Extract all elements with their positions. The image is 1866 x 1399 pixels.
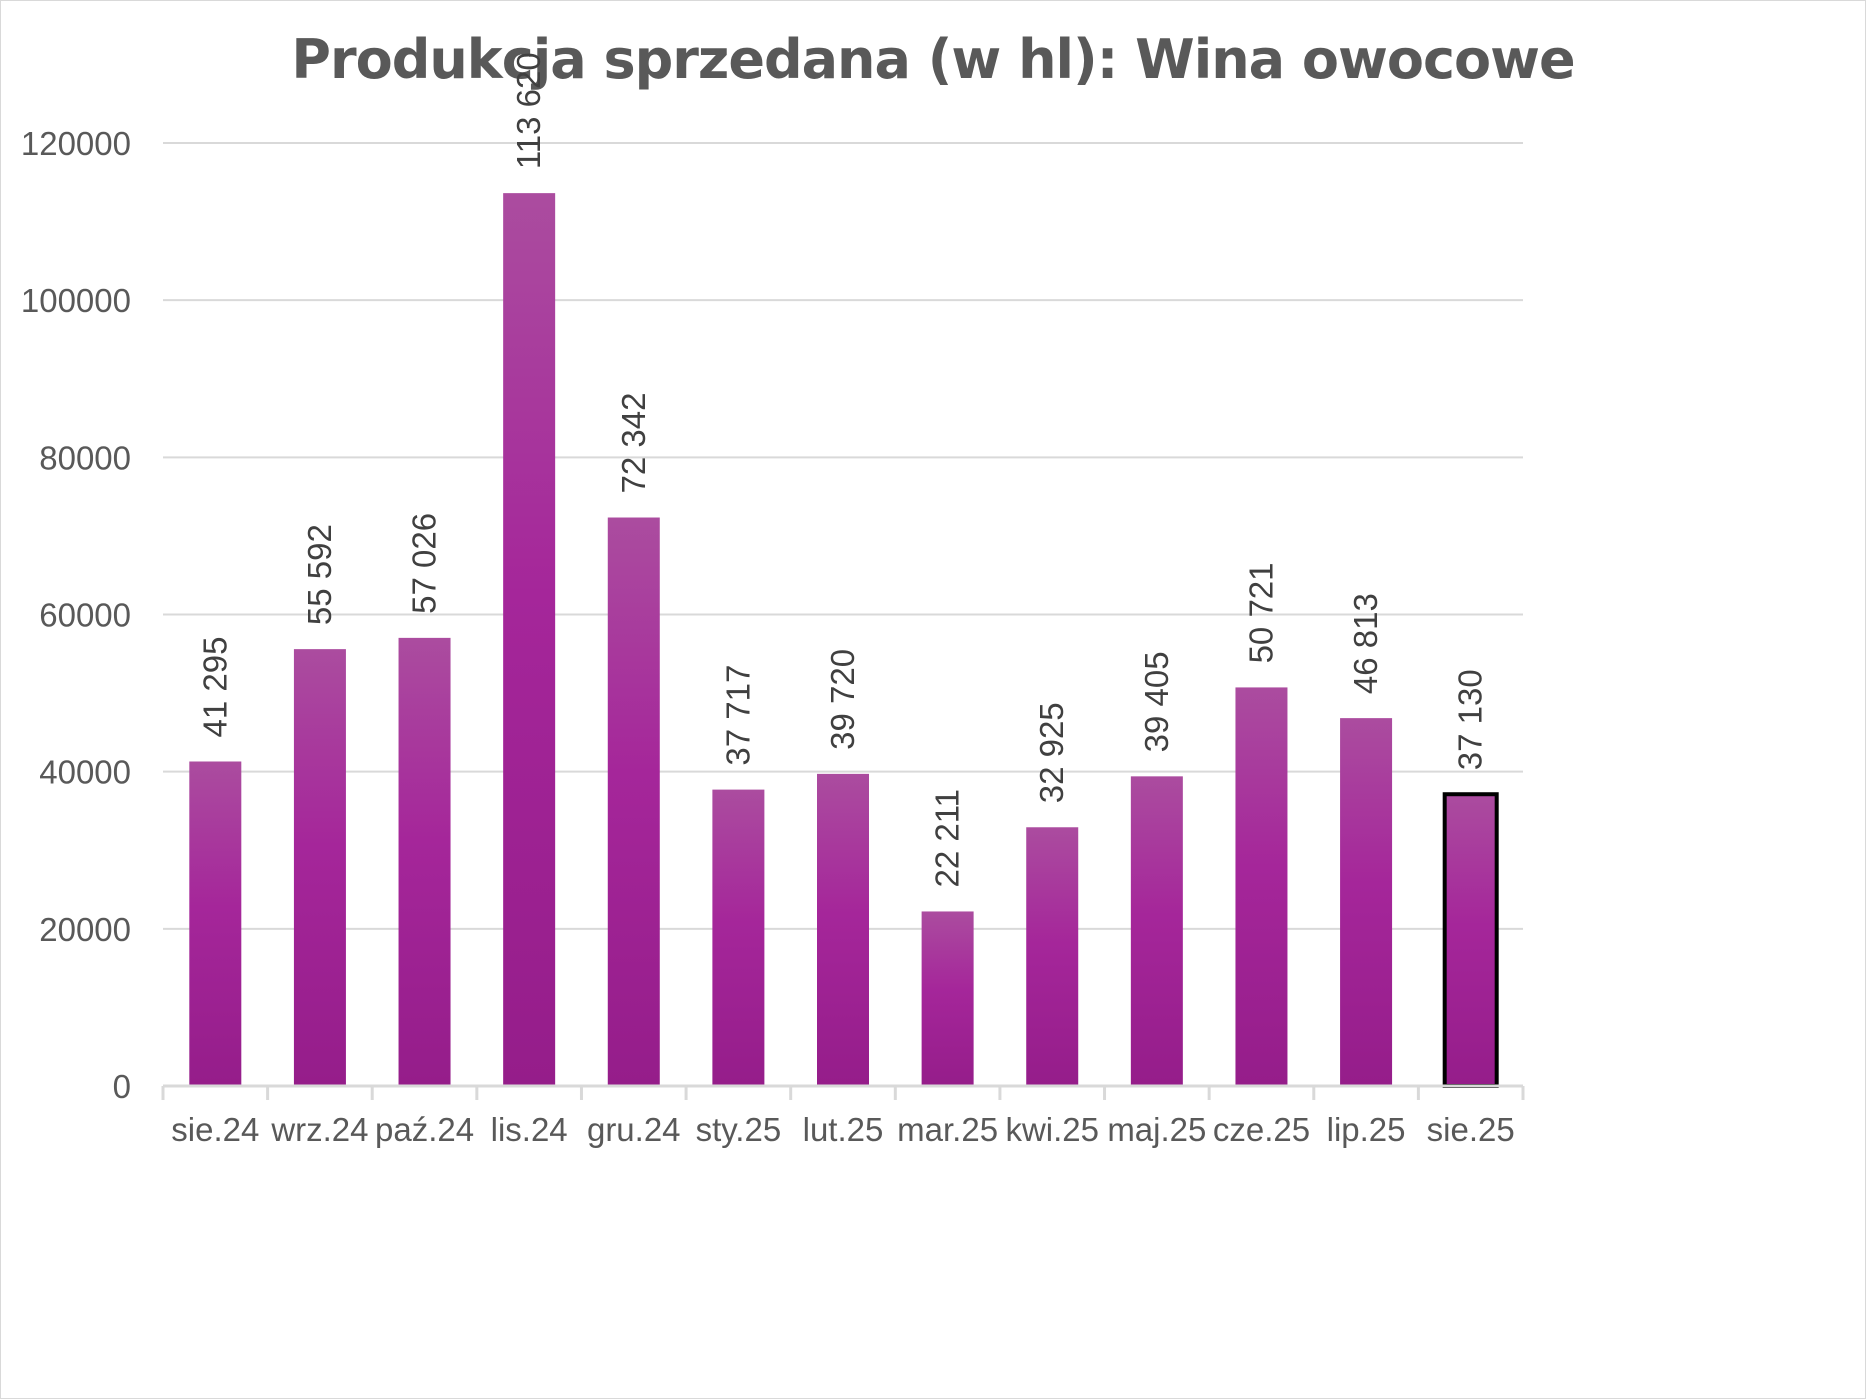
- bar-sie.25: [1442, 792, 1499, 1088]
- y-tick-label: 40000: [39, 754, 131, 791]
- data-label: 41 295: [196, 637, 233, 738]
- chart-title: Produkcja sprzedana (w hl): Wina owocowe: [291, 28, 1575, 91]
- y-tick-label: 100000: [21, 282, 131, 319]
- x-axis: sie.24 wrz.24 paź.24 lis.24 gru.24 sty.25 lut.…: [161, 1084, 1525, 1148]
- x-tick-label: paź.24: [375, 1111, 474, 1148]
- data-label: 55 592: [301, 524, 338, 625]
- x-tick-label: sie.25: [1427, 1111, 1515, 1148]
- data-label: 57 026: [406, 513, 443, 614]
- bar-kwi.25: [1026, 827, 1079, 1086]
- bar-wrz.24: [293, 649, 346, 1086]
- x-tick-label: sty.25: [696, 1111, 782, 1148]
- y-tick-label: 80000: [39, 439, 131, 476]
- x-tick-label: kwi.25: [1005, 1111, 1099, 1148]
- bar-paź.24: [398, 637, 451, 1086]
- bar-lip.25: [1340, 718, 1393, 1086]
- data-label: 22 211: [929, 789, 966, 887]
- bar-gru.24: [607, 517, 660, 1086]
- y-axis-ticks: 0 20000 40000 60000 80000 100000 120000: [21, 125, 131, 1105]
- data-label: 39 720: [824, 649, 861, 750]
- x-tick-label: lis.24: [491, 1111, 568, 1148]
- bar-cze.25: [1235, 687, 1288, 1086]
- gridlines: [163, 142, 1523, 930]
- data-labels: 41 295 55 592 57 026 113 620 72 342 37 717 39 …: [196, 52, 1488, 887]
- y-tick-label: 20000: [39, 911, 131, 948]
- bar-lut.25: [817, 773, 869, 1086]
- data-label: 50 721: [1242, 562, 1279, 663]
- data-label: 46 813: [1347, 593, 1384, 694]
- bar-lis.24: [503, 193, 556, 1086]
- data-label: 32 925: [1033, 702, 1070, 803]
- bar-maj.25: [1130, 776, 1183, 1086]
- bar-sty.25: [712, 789, 765, 1086]
- x-tick-label: wrz.24: [270, 1111, 368, 1148]
- bars: [189, 193, 1499, 1088]
- data-label: 72 342: [615, 393, 652, 494]
- x-tick-label: mar.25: [897, 1111, 998, 1148]
- bar-mar.25: [921, 911, 974, 1086]
- x-tick-label: lip.25: [1327, 1111, 1406, 1148]
- x-tick-label: maj.25: [1107, 1111, 1206, 1148]
- y-tick-label: 120000: [21, 125, 131, 162]
- x-tick-label: lut.25: [803, 1111, 884, 1148]
- y-tick-label: 60000: [39, 597, 131, 634]
- x-tick-label: gru.24: [587, 1111, 681, 1148]
- x-tick-label: sie.24: [171, 1111, 259, 1148]
- x-tick-label: cze.25: [1213, 1111, 1310, 1148]
- bar-sie.24: [189, 761, 242, 1086]
- data-label: 37 130: [1452, 669, 1489, 770]
- y-tick-label: 0: [113, 1068, 131, 1105]
- data-label: 37 717: [719, 665, 756, 766]
- data-label: 39 405: [1138, 651, 1175, 752]
- data-label: 113 620: [510, 52, 547, 169]
